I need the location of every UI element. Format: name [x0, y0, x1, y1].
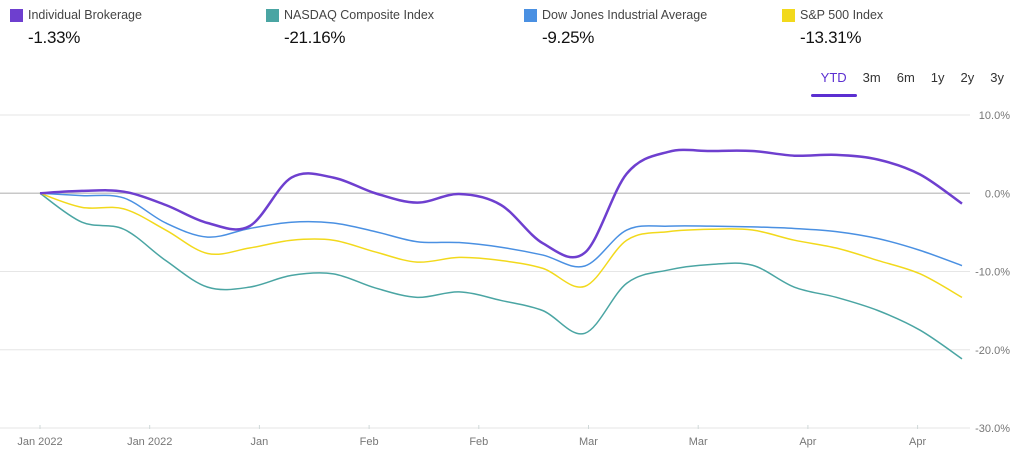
series-line-nasdaq-composite-index	[39, 192, 963, 360]
legend-swatch	[10, 8, 23, 22]
y-tick-label: -20.0%	[975, 345, 1010, 357]
legend-item[interactable]: Individual Brokerage -1.33%	[10, 8, 142, 48]
y-tick-label: -30.0%	[975, 423, 1010, 435]
range-ytd[interactable]: YTD	[810, 68, 857, 97]
legend-label: NASDAQ Composite Index	[284, 8, 435, 22]
x-tick-label: Mar	[579, 436, 598, 448]
legend-item[interactable]: NASDAQ Composite Index -21.16%	[266, 8, 434, 48]
x-tick-label: Apr	[909, 436, 926, 448]
legend-value: -1.33%	[28, 28, 81, 47]
legend-value: -9.25%	[542, 28, 595, 47]
x-tick-label: Jan 2022	[127, 436, 172, 448]
legend-swatch	[266, 8, 279, 22]
range-3m[interactable]: 3m	[862, 70, 881, 85]
legend-swatch	[782, 8, 795, 22]
range-2y[interactable]: 2y	[960, 70, 975, 85]
y-tick-label: 0.0%	[985, 188, 1010, 200]
y-tick-label: 10.0%	[979, 110, 1010, 122]
legend-label: S&P 500 Index	[800, 8, 884, 22]
legend-label: Dow Jones Industrial Average	[542, 8, 708, 22]
series-line-s-p-500-index	[39, 192, 963, 299]
legend-swatch	[524, 8, 537, 22]
x-tick-label: Jan 2022	[17, 436, 62, 448]
x-tick-label: Apr	[799, 436, 816, 448]
range-1y[interactable]: 1y	[930, 70, 945, 85]
time-range-selector: YTD 3m 6m 1y 2y 3y	[810, 68, 1012, 97]
x-tick-label: Feb	[360, 436, 379, 448]
series-line-individual-brokerage	[39, 148, 963, 259]
x-tick-label: Feb	[469, 436, 488, 448]
y-tick-label: -10.0%	[975, 267, 1010, 279]
x-tick-label: Jan	[251, 436, 269, 448]
legend-value: -21.16%	[284, 28, 346, 47]
legend-item[interactable]: S&P 500 Index -13.31%	[782, 8, 883, 48]
legend-value: -13.31%	[800, 28, 862, 47]
legend-label: Individual Brokerage	[28, 8, 142, 22]
x-tick-label: Mar	[689, 436, 708, 448]
series-line-dow-jones-industrial-average	[39, 192, 963, 268]
range-6m[interactable]: 6m	[896, 70, 915, 85]
range-3y[interactable]: 3y	[990, 70, 1004, 85]
legend-item[interactable]: Dow Jones Industrial Average -9.25%	[524, 8, 707, 48]
